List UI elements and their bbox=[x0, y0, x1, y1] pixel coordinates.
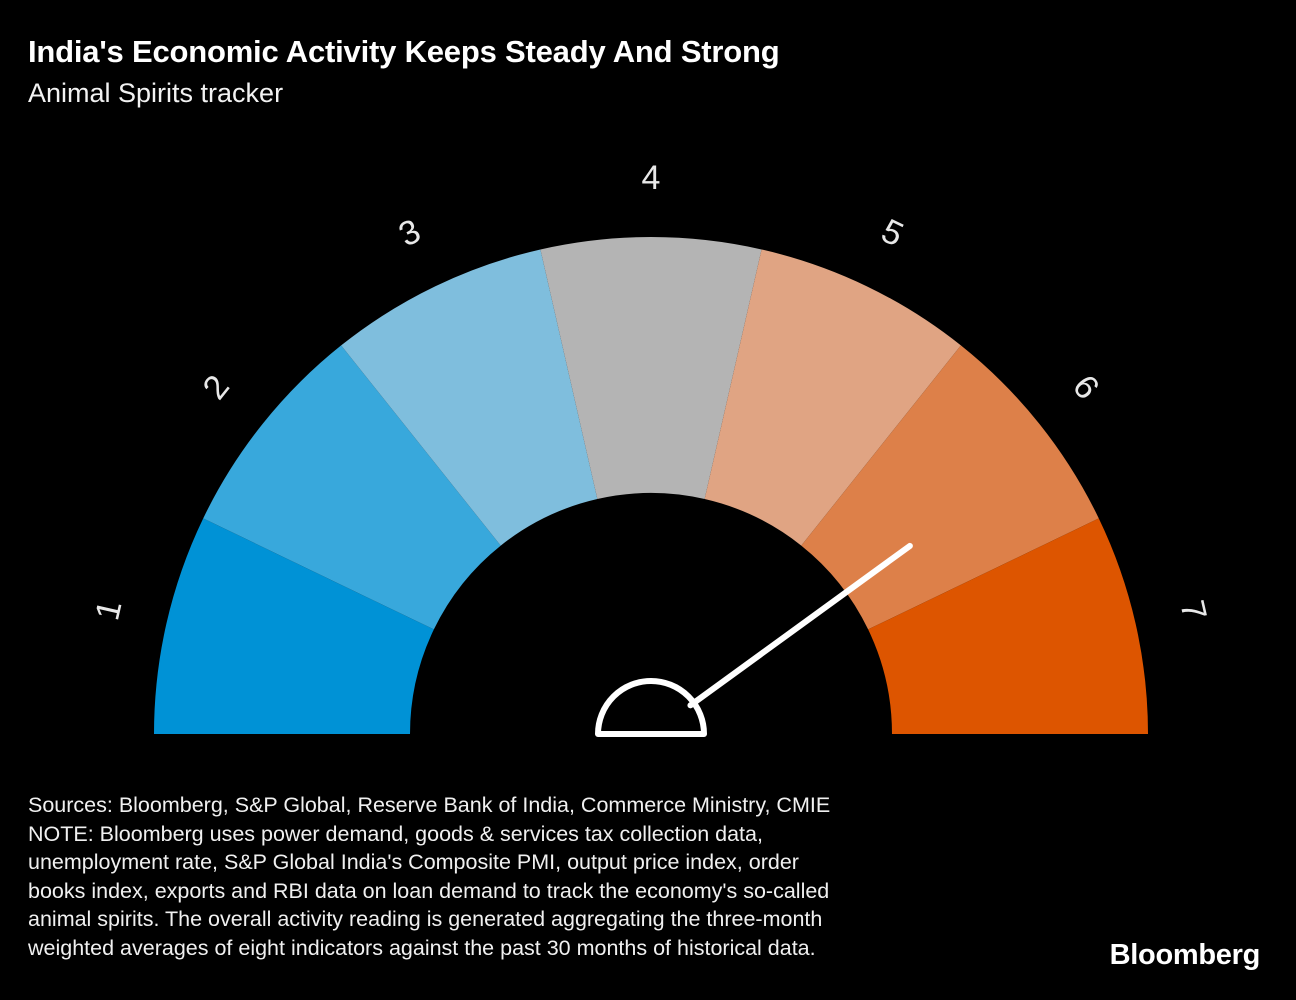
gauge-tick-label-4: 4 bbox=[642, 159, 661, 197]
gauge-segment-group bbox=[154, 237, 1148, 734]
gauge-segment-1 bbox=[154, 518, 434, 734]
footnote-line: unemployment rate, S&P Global India's Co… bbox=[28, 850, 799, 875]
footnote-line: weighted averages of eight indicators ag… bbox=[28, 935, 816, 960]
gauge-chart: 1 2 3 4 5 6 7 bbox=[0, 140, 1296, 780]
gauge-needle bbox=[687, 542, 913, 709]
gauge-tick-label-2: 2 bbox=[196, 368, 238, 406]
chart-header: India's Economic Activity Keeps Steady A… bbox=[28, 34, 1268, 110]
gauge-segment-6 bbox=[801, 345, 1099, 630]
page-subtitle: Animal Spirits tracker bbox=[28, 77, 284, 108]
page-title: India's Economic Activity Keeps Steady A… bbox=[28, 34, 780, 69]
gauge-segment-7 bbox=[868, 518, 1148, 734]
footnote-line: NOTE: Bloomberg uses power demand, goods… bbox=[28, 821, 763, 846]
gauge-tick-label-7: 7 bbox=[1172, 597, 1213, 624]
gauge-svg: 1 2 3 4 5 6 7 bbox=[88, 159, 1214, 737]
bloomberg-logo: Bloomberg bbox=[1109, 939, 1261, 971]
gauge-segment-5 bbox=[704, 249, 961, 546]
gauge-needle-hub bbox=[595, 678, 707, 737]
chart-footnote: Sources: Bloomberg, S&P Global, Reserve … bbox=[28, 791, 1068, 963]
footnote-line: Sources: Bloomberg, S&P Global, Reserve … bbox=[28, 793, 831, 817]
gauge-tick-label-5: 5 bbox=[875, 212, 909, 254]
gauge-tick-label-1: 1 bbox=[88, 597, 129, 624]
gauge-segment-3 bbox=[341, 249, 598, 546]
footnote-line: books index, exports and RBI data on loa… bbox=[28, 878, 830, 903]
gauge-tick-label-3: 3 bbox=[393, 212, 427, 254]
gauge-tick-label-6: 6 bbox=[1065, 368, 1107, 406]
gauge-segment-4 bbox=[540, 237, 762, 500]
footnote-line: animal spirits. The overall activity rea… bbox=[28, 907, 823, 932]
gauge-segment-2 bbox=[203, 345, 501, 630]
gauge-needle-group bbox=[595, 542, 913, 737]
